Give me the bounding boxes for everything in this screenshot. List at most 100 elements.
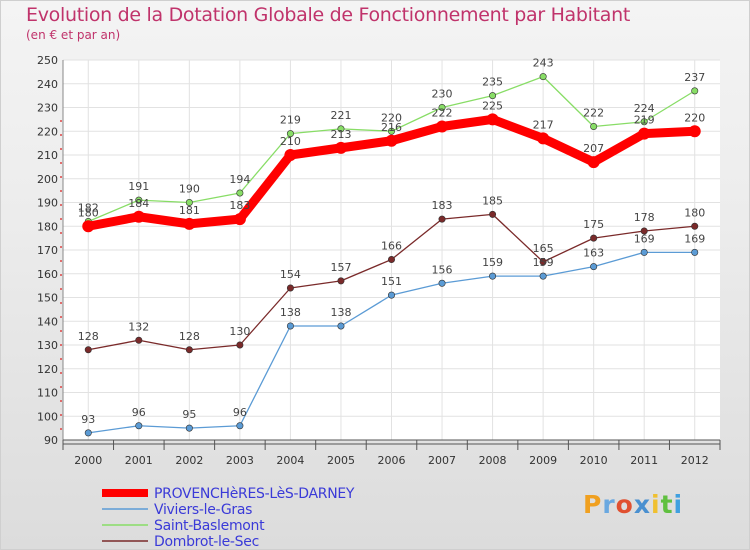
data-point	[236, 341, 244, 349]
y-tick-label: 240	[37, 78, 58, 91]
data-label: 225	[482, 99, 503, 112]
x-tick-label: 2005	[327, 454, 355, 467]
data-point	[284, 149, 297, 161]
x-tick-label: 2003	[226, 454, 254, 467]
data-label: 190	[179, 183, 200, 196]
data-point	[337, 125, 345, 133]
data-label: 181	[179, 204, 200, 217]
logo-letter: i	[651, 490, 661, 519]
y-tick-label: 130	[37, 339, 58, 352]
data-point	[688, 125, 701, 138]
data-point	[438, 104, 446, 112]
data-point	[286, 322, 294, 330]
legend-label: Dombrot-le-Sec	[154, 534, 259, 550]
logo-letter: r	[602, 490, 616, 519]
data-label: 222	[432, 107, 453, 120]
data-label: 154	[280, 268, 301, 281]
data-label: 219	[280, 114, 301, 127]
data-point	[387, 127, 395, 135]
data-point	[590, 123, 598, 131]
logo-letter: t	[660, 490, 674, 519]
data-label: 128	[179, 330, 200, 343]
data-point	[640, 248, 648, 256]
x-tick-label: 2007	[428, 454, 456, 467]
data-label: 165	[533, 242, 554, 255]
y-tick-label: 220	[37, 125, 58, 138]
data-label: 180	[684, 206, 705, 219]
data-label: 220	[381, 111, 402, 124]
data-point	[539, 73, 547, 81]
data-label: 235	[482, 76, 503, 89]
data-point	[135, 336, 143, 344]
data-point	[387, 255, 395, 263]
data-label: 213	[330, 128, 351, 141]
data-label: 151	[381, 275, 402, 288]
data-point	[640, 227, 648, 235]
data-point	[185, 199, 193, 207]
data-point	[539, 258, 547, 266]
logo-letter: P	[583, 490, 603, 519]
logo-letter: i	[673, 490, 684, 519]
data-label: 132	[128, 320, 149, 333]
data-label: 169	[684, 232, 705, 245]
y-tick-label: 90	[44, 434, 58, 447]
logo-letter: x	[633, 490, 651, 519]
data-point	[84, 346, 92, 354]
data-label: 219	[634, 114, 655, 127]
y-tick-label: 110	[37, 387, 58, 400]
data-label: 163	[583, 247, 604, 260]
x-tick-label: 2008	[479, 454, 507, 467]
data-label: 128	[78, 330, 99, 343]
data-point	[233, 213, 246, 226]
data-label: 217	[533, 118, 554, 131]
data-point	[539, 272, 547, 280]
data-point	[337, 277, 345, 285]
data-point	[135, 196, 143, 204]
data-point	[438, 279, 446, 287]
data-point	[691, 248, 699, 256]
x-tick-label: 2010	[580, 454, 608, 467]
x-tick-label: 2006	[378, 454, 406, 467]
data-label: 182	[78, 202, 99, 215]
data-point	[132, 210, 145, 223]
data-label: 130	[229, 325, 250, 338]
data-point	[537, 132, 550, 145]
data-label: 157	[330, 261, 351, 274]
data-point	[387, 291, 395, 299]
data-point	[84, 429, 92, 437]
data-point	[436, 120, 449, 133]
data-point	[185, 424, 193, 432]
data-point	[185, 346, 193, 354]
data-label: 95	[182, 408, 196, 421]
data-label: 96	[233, 406, 247, 419]
data-label: 138	[280, 306, 301, 319]
x-tick-label: 2009	[529, 454, 557, 467]
data-label: 210	[280, 135, 301, 148]
data-label: 96	[132, 406, 146, 419]
y-tick-label: 120	[37, 363, 58, 376]
data-point	[236, 422, 244, 430]
y-tick-label: 210	[37, 149, 58, 162]
data-label: 183	[432, 199, 453, 212]
data-point	[286, 284, 294, 292]
data-label: 180	[78, 206, 99, 219]
legend-label: Saint-Baslemont	[154, 518, 265, 534]
data-label: 178	[634, 211, 655, 224]
data-label: 237	[684, 71, 705, 84]
data-point	[590, 263, 598, 271]
data-point	[286, 130, 294, 138]
y-tick-label: 200	[37, 173, 58, 186]
x-tick-label: 2012	[681, 454, 709, 467]
data-point	[691, 222, 699, 230]
data-label: 216	[381, 121, 402, 134]
data-label: 243	[533, 57, 554, 70]
data-point	[489, 210, 497, 218]
data-label: 169	[634, 232, 655, 245]
data-label: 93	[81, 413, 95, 426]
chart-subtitle: (en € et par an)	[26, 28, 121, 42]
data-label: 207	[583, 142, 604, 155]
legend-label: PROVENCHèRES-LèS-DARNEY	[154, 486, 355, 502]
y-tick-label: 100	[37, 410, 58, 423]
y-tick-label: 140	[37, 315, 58, 328]
